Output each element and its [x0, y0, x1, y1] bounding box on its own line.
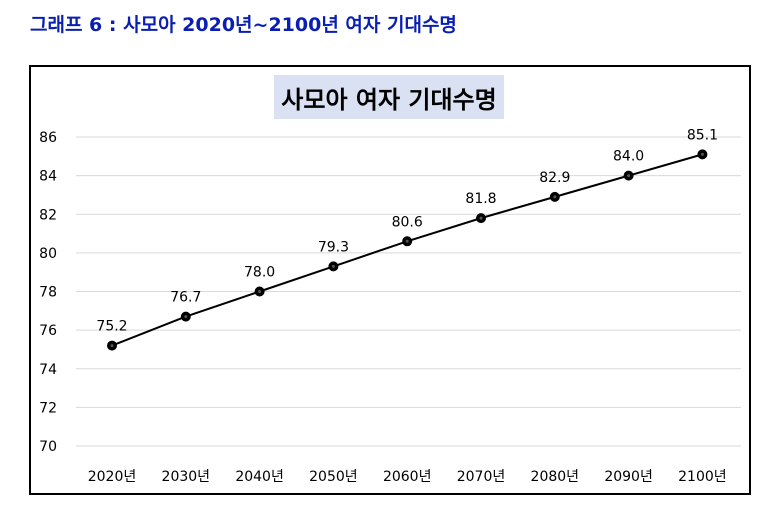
x-tick-label: 2060년	[383, 469, 432, 485]
data-point-highlight	[553, 195, 557, 199]
series-line-group	[111, 153, 703, 347]
y-tick-label: 74	[39, 362, 57, 378]
y-tick-label: 80	[39, 246, 57, 262]
y-tick-label: 76	[39, 323, 57, 339]
x-tick-label: 2100년	[678, 469, 727, 485]
x-tick-label: 2050년	[309, 469, 358, 485]
x-tick-label: 2020년	[88, 469, 137, 485]
series-line	[111, 153, 703, 347]
series-markers	[107, 149, 708, 351]
gridlines	[76, 136, 741, 447]
y-tick-label: 70	[39, 439, 57, 455]
data-point-highlight	[110, 344, 114, 348]
chart-title: 사모아 여자 기대수명	[274, 75, 504, 119]
x-tick-label: 2080년	[531, 469, 580, 485]
data-label: 81.8	[465, 191, 496, 207]
x-tick-label: 2030년	[162, 469, 211, 485]
data-label: 84.0	[613, 149, 644, 165]
y-axis-ticks: 70 72 74 76 78 80 82 84 86	[39, 130, 57, 455]
data-point-highlight	[184, 315, 188, 319]
x-tick-label: 2070년	[457, 469, 506, 485]
y-tick-label: 84	[39, 169, 57, 185]
y-tick-label: 72	[39, 400, 57, 416]
y-tick-label: 78	[39, 285, 57, 301]
data-label: 75.2	[96, 319, 127, 335]
data-point-highlight	[700, 152, 704, 156]
x-tick-label: 2040년	[235, 469, 284, 485]
y-tick-label: 86	[39, 130, 57, 146]
y-tick-label: 82	[39, 207, 57, 223]
data-labels: 75.2 76.7 78.0 79.3 80.6 81.8 82.9 84.0 85.1	[96, 127, 718, 334]
data-point-highlight	[331, 264, 335, 268]
chart-frame: 70 72 74 76 78 80 82 84 86 2020년 2030년 2040년 2050년 2…	[29, 65, 751, 495]
data-label: 80.6	[392, 214, 423, 230]
data-label: 85.1	[687, 127, 718, 143]
data-point-highlight	[405, 239, 409, 243]
page-caption: 그래프 6 : 사모아 2020년~2100년 여자 기대수명	[30, 14, 457, 36]
data-label: 78.0	[244, 265, 275, 281]
data-point-highlight	[479, 216, 483, 220]
data-point-highlight	[627, 174, 631, 178]
x-tick-label: 2090년	[604, 469, 653, 485]
data-label: 79.3	[318, 239, 349, 255]
data-label: 76.7	[170, 290, 201, 306]
x-axis-ticks: 2020년 2030년 2040년 2050년 2060년 2070년 2080년 2090년…	[88, 469, 727, 485]
data-point-highlight	[258, 290, 262, 293]
data-label: 82.9	[539, 170, 570, 186]
